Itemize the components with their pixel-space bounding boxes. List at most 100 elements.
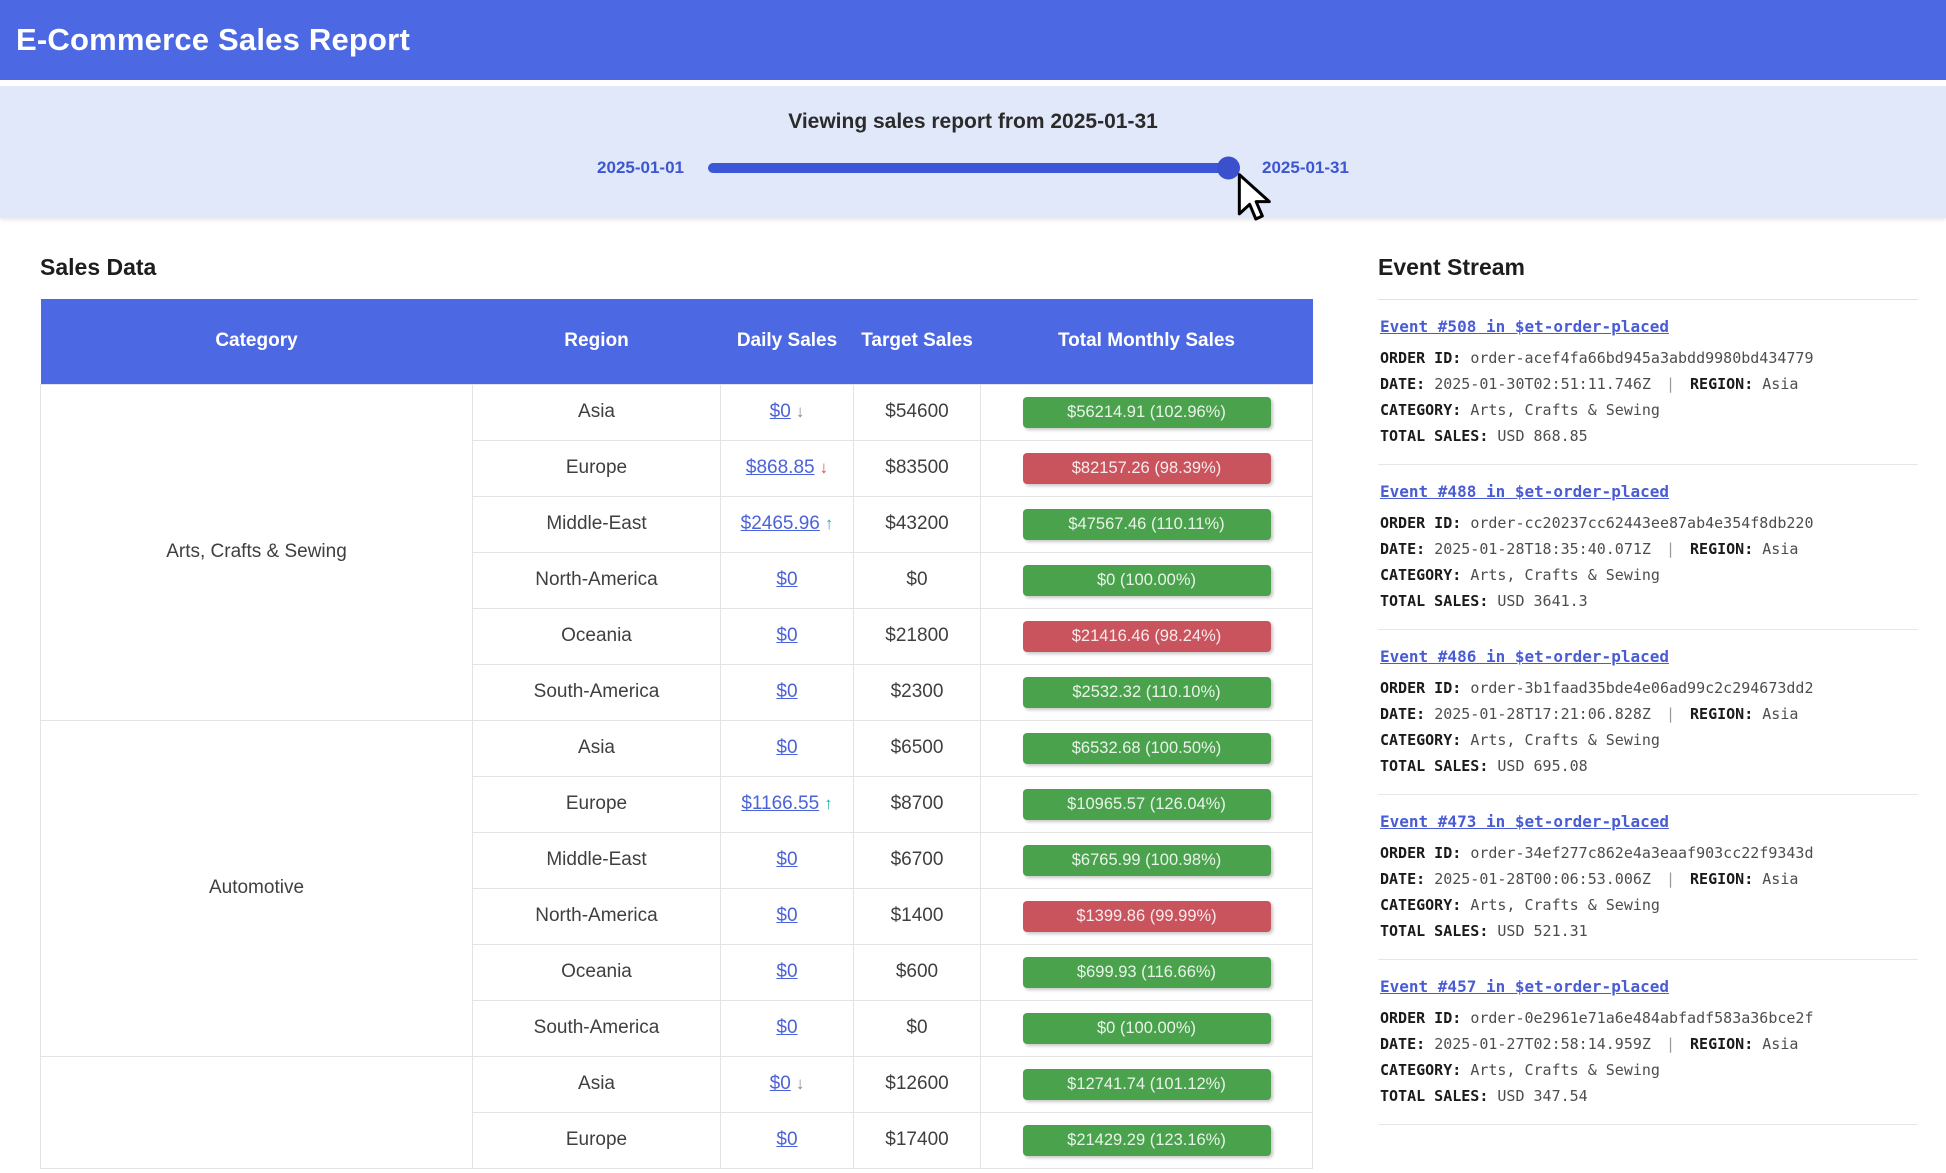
- target-sales-cell: $17400: [854, 1112, 981, 1168]
- target-sales-cell: $6500: [854, 720, 981, 776]
- daily-sales-link[interactable]: $0: [776, 737, 797, 758]
- date-label: DATE:: [1380, 375, 1425, 393]
- order-id-label: ORDER ID:: [1380, 1009, 1461, 1027]
- daily-sales-cell: $0: [721, 664, 854, 720]
- separator: |: [1660, 540, 1681, 558]
- total-sales-value: USD 3641.3: [1497, 592, 1587, 610]
- event-category-line: CATEGORY: Arts, Crafts & Sewing: [1380, 892, 1916, 918]
- category-cell: Arts, Crafts & Sewing: [41, 384, 473, 720]
- daily-sales-cell: $0: [721, 720, 854, 776]
- daily-sales-link[interactable]: $0: [776, 961, 797, 982]
- total-monthly-sales-cell: $21429.29 (123.16%): [981, 1112, 1313, 1168]
- region-label: REGION:: [1690, 870, 1753, 888]
- daily-sales-link[interactable]: $1166.55: [741, 793, 819, 814]
- event-order-line: ORDER ID: order-34ef277c862e4a3eaaf903cc…: [1380, 840, 1916, 866]
- event-item: Event #457 in $et-order-placedORDER ID: …: [1378, 960, 1918, 1125]
- daily-sales-link[interactable]: $0: [776, 625, 797, 646]
- total-sales-value: USD 347.54: [1497, 1087, 1587, 1105]
- region-cell: Europe: [473, 440, 721, 496]
- table-row: AutomotiveAsia$0$6500$6532.68 (100.50%): [41, 720, 1313, 776]
- category-cell: Automotive: [41, 720, 473, 1056]
- total-sales-label: TOTAL SALES:: [1380, 922, 1488, 940]
- region-label: REGION:: [1690, 540, 1753, 558]
- event-title-link[interactable]: Event #486 in $et-order-placed: [1380, 647, 1669, 666]
- category-cell: [41, 1056, 473, 1168]
- total-monthly-sales-cell: $6765.99 (100.98%): [981, 832, 1313, 888]
- total-sales-value: USD 695.08: [1497, 757, 1587, 775]
- daily-sales-link[interactable]: $0: [776, 1129, 797, 1150]
- category-value: Arts, Crafts & Sewing: [1470, 731, 1660, 749]
- total-sales-label: TOTAL SALES:: [1380, 757, 1488, 775]
- region-label: REGION:: [1690, 375, 1753, 393]
- category-label: CATEGORY:: [1380, 896, 1461, 914]
- event-title-link[interactable]: Event #508 in $et-order-placed: [1380, 317, 1669, 336]
- region-label: REGION:: [1690, 705, 1753, 723]
- monthly-sales-badge: $1399.86 (99.99%): [1023, 901, 1271, 932]
- monthly-sales-badge: $56214.91 (102.96%): [1023, 397, 1271, 428]
- daily-sales-cell: $0: [721, 1000, 854, 1056]
- order-id-value: order-3b1faad35bde4e06ad99c2c294673dd2: [1470, 679, 1813, 697]
- daily-sales-link[interactable]: $2465.96: [741, 513, 820, 534]
- daily-sales-link[interactable]: $0: [776, 905, 797, 926]
- order-id-value: order-0e2961e71a6e484abfadf583a36bce2f: [1470, 1009, 1813, 1027]
- trend-down-icon: ↓: [820, 458, 829, 478]
- category-value: Arts, Crafts & Sewing: [1470, 896, 1660, 914]
- daily-sales-link[interactable]: $0: [776, 681, 797, 702]
- date-slider-track[interactable]: [708, 163, 1238, 173]
- region-cell: North-America: [473, 888, 721, 944]
- date-value: 2025-01-30T02:51:11.746Z: [1434, 375, 1651, 393]
- monthly-sales-badge: $699.93 (116.66%): [1023, 957, 1271, 988]
- event-total-line: TOTAL SALES: USD 868.85: [1380, 423, 1916, 449]
- date-label: DATE:: [1380, 540, 1425, 558]
- daily-sales-cell: $2465.96↑: [721, 496, 854, 552]
- col-header-region: Region: [473, 299, 721, 384]
- region-cell: Oceania: [473, 608, 721, 664]
- daily-sales-link[interactable]: $0: [776, 1017, 797, 1038]
- monthly-sales-badge: $0 (100.00%): [1023, 1013, 1271, 1044]
- monthly-sales-badge: $21416.46 (98.24%): [1023, 621, 1271, 652]
- order-id-value: order-acef4fa66bd945a3abdd9980bd434779: [1470, 349, 1813, 367]
- region-cell: Oceania: [473, 944, 721, 1000]
- total-sales-label: TOTAL SALES:: [1380, 427, 1488, 445]
- event-date-line: DATE: 2025-01-27T02:58:14.959Z | REGION:…: [1380, 1031, 1916, 1057]
- total-sales-label: TOTAL SALES:: [1380, 592, 1488, 610]
- daily-sales-link[interactable]: $0: [770, 1073, 791, 1094]
- separator: |: [1660, 375, 1681, 393]
- region-value: Asia: [1762, 1035, 1798, 1053]
- daily-sales-link[interactable]: $868.85: [746, 457, 815, 478]
- total-sales-label: TOTAL SALES:: [1380, 1087, 1488, 1105]
- separator: |: [1660, 1035, 1681, 1053]
- target-sales-cell: $0: [854, 1000, 981, 1056]
- col-header-category: Category: [41, 299, 473, 384]
- event-category-line: CATEGORY: Arts, Crafts & Sewing: [1380, 727, 1916, 753]
- region-cell: Europe: [473, 776, 721, 832]
- trend-down-icon: ↓: [796, 1074, 805, 1094]
- separator: |: [1660, 705, 1681, 723]
- total-monthly-sales-cell: $10965.57 (126.04%): [981, 776, 1313, 832]
- date-label: DATE:: [1380, 870, 1425, 888]
- monthly-sales-badge: $0 (100.00%): [1023, 565, 1271, 596]
- event-date-line: DATE: 2025-01-28T18:35:40.071Z | REGION:…: [1380, 536, 1916, 562]
- total-monthly-sales-cell: $699.93 (116.66%): [981, 944, 1313, 1000]
- category-value: Arts, Crafts & Sewing: [1470, 401, 1660, 419]
- total-monthly-sales-cell: $6532.68 (100.50%): [981, 720, 1313, 776]
- table-row: Arts, Crafts & SewingAsia$0↓$54600$56214…: [41, 384, 1313, 440]
- daily-sales-link[interactable]: $0: [770, 401, 791, 422]
- monthly-sales-badge: $2532.32 (110.10%): [1023, 677, 1271, 708]
- date-value: 2025-01-28T18:35:40.071Z: [1434, 540, 1651, 558]
- monthly-sales-badge: $10965.57 (126.04%): [1023, 789, 1271, 820]
- total-monthly-sales-cell: $82157.26 (98.39%): [981, 440, 1313, 496]
- sales-data-title: Sales Data: [40, 254, 1312, 281]
- daily-sales-cell: $0: [721, 1112, 854, 1168]
- order-id-label: ORDER ID:: [1380, 514, 1461, 532]
- event-total-line: TOTAL SALES: USD 3641.3: [1380, 588, 1916, 614]
- order-id-label: ORDER ID:: [1380, 679, 1461, 697]
- monthly-sales-badge: $12741.74 (101.12%): [1023, 1069, 1271, 1100]
- event-title-link[interactable]: Event #457 in $et-order-placed: [1380, 977, 1669, 996]
- daily-sales-link[interactable]: $0: [776, 569, 797, 590]
- date-value: 2025-01-28T17:21:06.828Z: [1434, 705, 1651, 723]
- event-title-link[interactable]: Event #473 in $et-order-placed: [1380, 812, 1669, 831]
- event-title-link[interactable]: Event #488 in $et-order-placed: [1380, 482, 1669, 501]
- total-monthly-sales-cell: $21416.46 (98.24%): [981, 608, 1313, 664]
- daily-sales-link[interactable]: $0: [776, 849, 797, 870]
